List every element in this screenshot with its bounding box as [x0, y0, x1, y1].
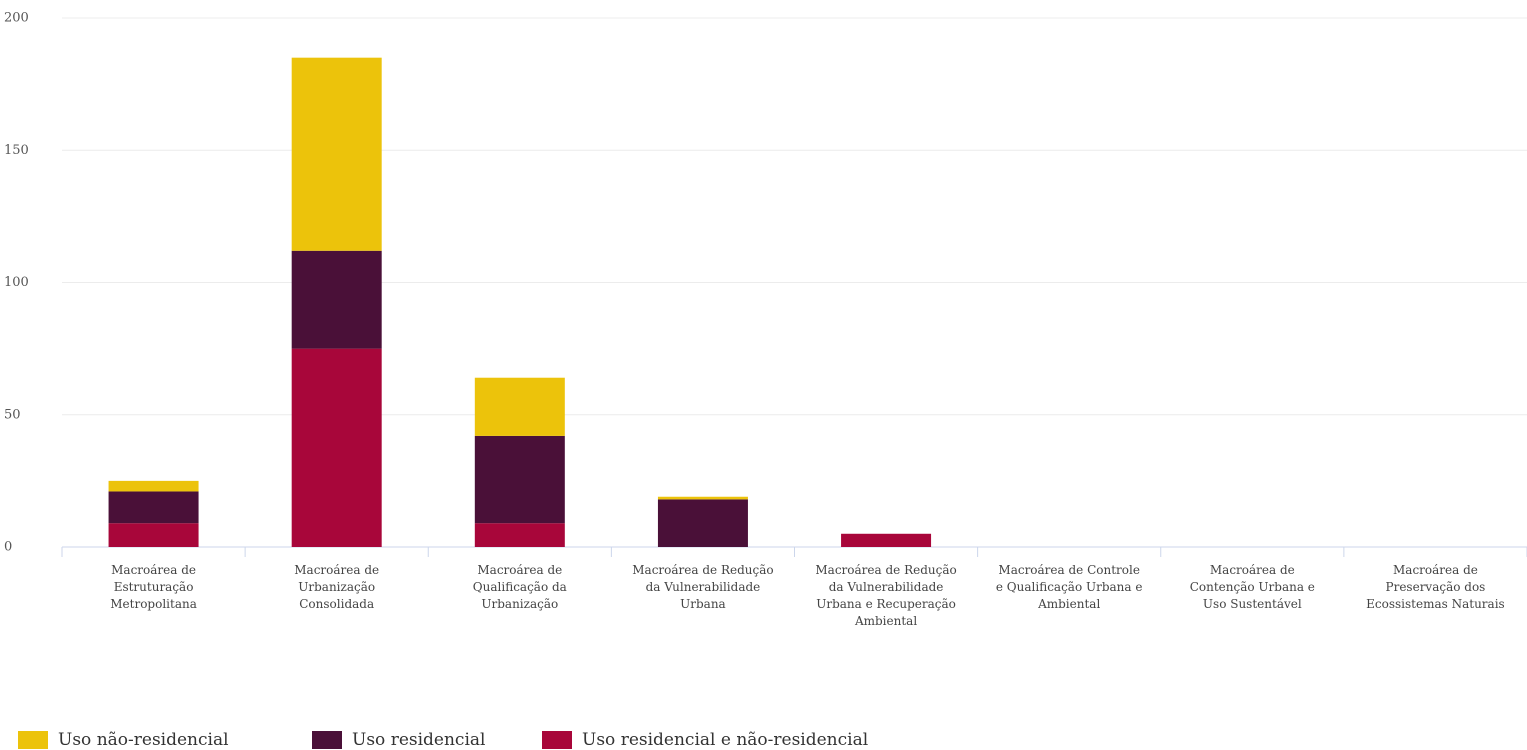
x-tick-label: Macroárea de Redução da Vulnerabilidade …	[632, 563, 774, 611]
legend-swatch	[18, 731, 48, 749]
legend-item: Uso residencial e não-residencial	[542, 730, 868, 750]
bar-segment	[474, 523, 565, 547]
x-tick-label: Macroárea de Qualificação da Urbanização	[472, 563, 567, 611]
bar-segment	[657, 499, 748, 547]
bar-segment	[657, 496, 748, 500]
bar-segment	[291, 348, 382, 547]
bar-segment	[291, 250, 382, 349]
y-tick-label: 0	[4, 540, 12, 555]
legend-swatch	[542, 731, 572, 749]
bar-segment	[108, 523, 199, 547]
bar-segment	[108, 480, 199, 492]
x-tick-label: Macroárea de Estruturação Metropolitana	[110, 563, 197, 611]
bar-segment	[474, 377, 565, 436]
legend-item: Uso residencial	[312, 730, 485, 750]
x-tick-label: Macroárea de Preservação dos Ecossistema…	[1366, 563, 1505, 611]
x-tick-label: Macroárea de Urbanização Consolidada	[294, 563, 380, 611]
bar-segment	[841, 533, 932, 547]
x-tick-label: Macroárea de Redução da Vulnerabilidade …	[815, 563, 957, 628]
legend-label: Uso residencial	[352, 730, 486, 750]
legend-label: Uso residencial e não-residencial	[582, 730, 869, 750]
x-tick-label: Macroárea de Contenção Urbana e Uso Sust…	[1189, 563, 1315, 611]
legend-item: Uso não-residencial	[18, 730, 229, 750]
legend-swatch	[312, 731, 342, 749]
y-tick-label: 150	[4, 143, 29, 158]
bar-segment	[108, 491, 199, 524]
bar-segment	[291, 57, 382, 251]
x-tick-label: Macroárea de Controle e Qualificação Urb…	[995, 563, 1143, 611]
y-tick-label: 50	[4, 407, 21, 422]
y-tick-label: 200	[4, 11, 29, 26]
y-tick-label: 100	[4, 275, 29, 290]
legend-label: Uso não-residencial	[58, 730, 229, 750]
bar-segment	[474, 435, 565, 524]
